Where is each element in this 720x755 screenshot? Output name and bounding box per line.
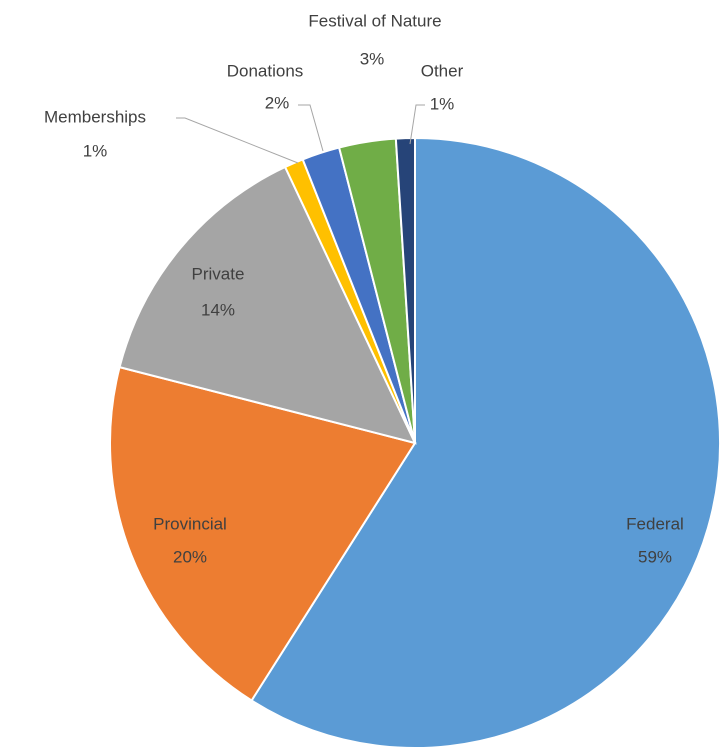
pie-slice bbox=[394, 136, 416, 444]
slice-value-label: 3% bbox=[360, 49, 385, 68]
slice-category-label: Other bbox=[421, 61, 464, 80]
leader-line bbox=[176, 117, 299, 164]
slice-value-label: 59% bbox=[638, 547, 672, 566]
slice-category-label: Federal bbox=[626, 514, 684, 533]
slice-value-label: 14% bbox=[201, 300, 235, 319]
slice-value-label: 20% bbox=[173, 547, 207, 566]
leader-line bbox=[409, 104, 425, 145]
slices bbox=[109, 136, 720, 749]
pie-slice bbox=[109, 365, 417, 702]
slice-category-label: Private bbox=[192, 264, 245, 283]
slice-category-label: Donations bbox=[227, 61, 304, 80]
slice-category-label: Provincial bbox=[153, 514, 227, 533]
pie-slice bbox=[250, 136, 720, 749]
slice-value-label: 1% bbox=[430, 94, 455, 113]
pie-slice bbox=[118, 165, 417, 445]
slice-category-label: Festival of Nature bbox=[308, 11, 441, 30]
leader-line bbox=[298, 104, 324, 152]
slice-value-label: 2% bbox=[265, 93, 290, 112]
slice-value-label: 1% bbox=[83, 141, 108, 160]
slice-category-label: Memberships bbox=[44, 107, 146, 126]
